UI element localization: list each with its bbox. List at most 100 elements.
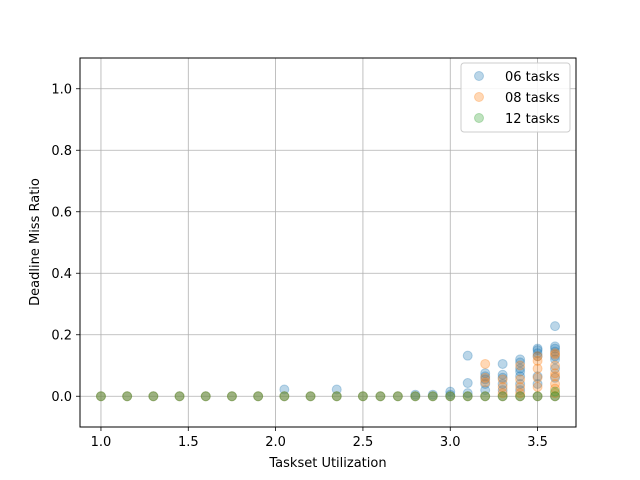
legend-label: 12 tasks	[505, 112, 560, 127]
data-point	[200, 391, 211, 402]
data-point	[497, 374, 508, 385]
data-point	[550, 348, 561, 359]
data-point	[550, 388, 561, 399]
y-tick-label: 1.0	[51, 82, 72, 97]
x-tick-label: 3.5	[527, 435, 548, 450]
data-point	[357, 391, 368, 402]
data-point	[532, 345, 543, 356]
data-point	[95, 391, 106, 402]
series-1-points	[95, 321, 561, 402]
data-point	[497, 382, 508, 393]
data-point	[462, 350, 473, 361]
plot-frame	[79, 57, 577, 428]
data-point	[392, 391, 403, 402]
data-point	[357, 391, 368, 402]
data-point	[550, 341, 561, 352]
data-point	[375, 391, 386, 402]
data-point	[305, 391, 316, 402]
grid-lines	[80, 58, 576, 427]
data-point	[375, 391, 386, 402]
data-point	[532, 371, 543, 382]
data-point	[532, 391, 543, 402]
y-tick-label: 0.0	[51, 390, 72, 405]
data-point	[550, 383, 561, 394]
data-point	[497, 372, 508, 383]
series-2-points	[95, 348, 561, 402]
data-point	[550, 391, 561, 402]
x-tick-label: 3.0	[440, 435, 461, 450]
data-point	[550, 368, 561, 379]
data-point	[497, 358, 508, 369]
data-point	[200, 391, 211, 402]
data-point	[445, 391, 456, 402]
legend-label: 06 tasks	[505, 70, 560, 85]
x-tick-label: 1.5	[178, 435, 199, 450]
data-point	[480, 372, 491, 383]
data-point	[174, 391, 185, 402]
data-point	[253, 391, 264, 402]
data-point	[462, 391, 473, 402]
data-point	[148, 391, 159, 402]
data-point	[497, 391, 508, 402]
legend-label: 08 tasks	[505, 91, 560, 106]
data-point	[550, 349, 561, 360]
data-point	[480, 358, 491, 369]
data-point	[445, 386, 456, 397]
x-axis-ticks: 1.0 1.5 2.0 2.5 3.0 3.5	[91, 427, 548, 450]
data-point	[480, 374, 491, 385]
data-point	[532, 343, 543, 354]
data-point	[532, 351, 543, 362]
data-point	[550, 378, 561, 389]
data-point	[445, 391, 456, 402]
data-point	[427, 389, 438, 400]
data-point	[532, 351, 543, 362]
data-point	[532, 355, 543, 366]
data-point	[550, 391, 561, 402]
data-point	[148, 391, 159, 402]
x-axis-title: Taskset Utilization	[268, 456, 386, 471]
data-point	[122, 391, 133, 402]
data-point	[550, 371, 561, 382]
data-point	[515, 391, 526, 402]
data-point	[497, 378, 508, 389]
data-point	[480, 371, 491, 382]
legend-marker	[474, 113, 484, 123]
data-point	[515, 366, 526, 377]
data-point	[550, 351, 561, 362]
data-point	[532, 382, 543, 393]
data-point	[375, 391, 386, 402]
data-point	[480, 377, 491, 388]
data-point	[410, 391, 421, 402]
data-point	[515, 374, 526, 385]
data-points	[95, 321, 561, 402]
data-point	[515, 357, 526, 368]
data-point	[174, 391, 185, 402]
data-point	[226, 391, 237, 402]
data-point	[95, 391, 106, 402]
x-tick-label: 2.5	[353, 435, 374, 450]
data-point	[532, 363, 543, 374]
data-point	[174, 391, 185, 402]
data-point	[331, 391, 342, 402]
data-point	[427, 391, 438, 402]
data-point	[410, 391, 421, 402]
data-point	[253, 391, 264, 402]
data-point	[462, 391, 473, 402]
data-point	[445, 389, 456, 400]
data-point	[410, 389, 421, 400]
x-tick-label: 1.0	[91, 435, 112, 450]
data-point	[279, 384, 290, 395]
data-point	[148, 391, 159, 402]
data-point	[427, 391, 438, 402]
data-point	[445, 391, 456, 402]
data-point	[480, 385, 491, 396]
data-point	[497, 391, 508, 402]
legend: 06 tasks 08 tasks 12 tasks	[460, 62, 571, 133]
data-point	[480, 368, 491, 379]
data-point	[462, 391, 473, 402]
data-point	[480, 391, 491, 402]
x-tick-label: 2.0	[265, 435, 286, 450]
data-point	[550, 386, 561, 397]
data-point	[550, 391, 561, 402]
